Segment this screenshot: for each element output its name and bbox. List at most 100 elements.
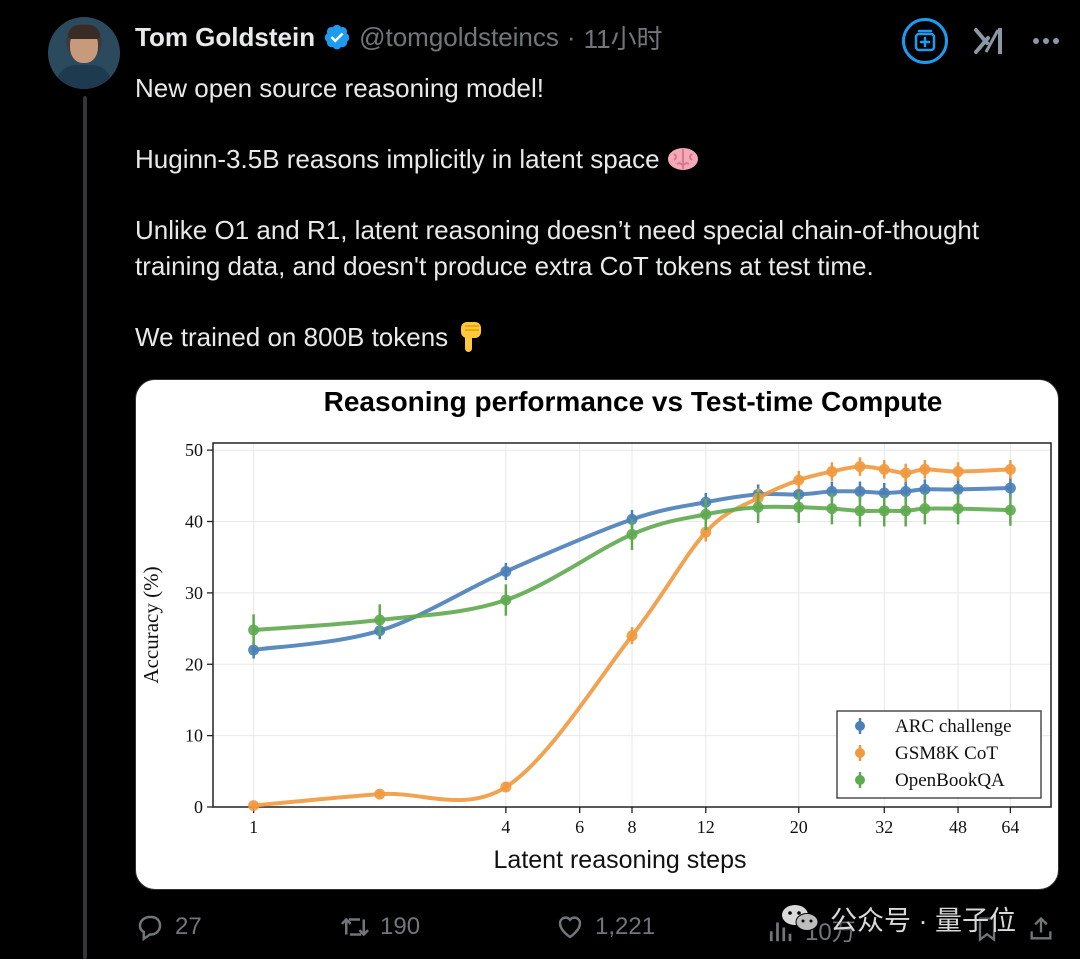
data-point [878, 463, 890, 475]
series-layer [248, 457, 1016, 812]
data-point [793, 474, 805, 486]
data-point [626, 528, 638, 540]
data-point [878, 505, 890, 517]
data-point [900, 467, 912, 479]
x-tick-label: 8 [628, 817, 637, 837]
avatar[interactable] [48, 17, 120, 89]
data-point [878, 487, 890, 499]
legend-marker [855, 721, 865, 731]
xai-icon[interactable] [974, 26, 1006, 56]
x-tick-label: 6 [575, 817, 584, 837]
series-openbookqa [248, 491, 1016, 646]
y-axis: 0 10 20 30 40 50 [185, 440, 213, 817]
y-axis-label: Accuracy (%) [139, 566, 163, 683]
author-handle[interactable]: @tomgoldsteincs [359, 21, 559, 52]
tweet-paragraph: Unlike O1 and R1, latent reasoning doesn… [135, 215, 980, 281]
legend-marker [855, 748, 865, 758]
timestamp[interactable]: 11小时 [583, 23, 663, 54]
data-point [1004, 482, 1016, 494]
share-icon[interactable] [1027, 914, 1055, 944]
series-line [253, 464, 1011, 808]
separator-dot: · [566, 21, 576, 52]
data-point [919, 503, 931, 515]
pointing-down-emoji-icon [461, 322, 482, 352]
data-point [919, 483, 931, 495]
thread-line [83, 96, 87, 959]
data-point [900, 505, 912, 517]
data-point [952, 466, 964, 478]
y-tick-label: 40 [185, 512, 203, 532]
grok-button[interactable] [902, 18, 948, 64]
data-point [374, 788, 386, 800]
brain-emoji-icon [667, 148, 698, 170]
header-actions [902, 18, 1060, 64]
x-axis-label: Latent reasoning steps [494, 846, 747, 874]
series-arc-challenge [248, 477, 1016, 659]
x-tick-label: 1 [249, 817, 258, 837]
data-point [700, 508, 712, 520]
accuracy-chart: Reasoning performance vs Test-time Compu… [139, 386, 1052, 874]
x-tick-label: 64 [1001, 817, 1019, 837]
data-point [854, 461, 866, 473]
watermark-text: 公众号 · 量子位 [830, 905, 1016, 936]
tweet-paragraph: Huginn-3.5B reasons implicitly in latent… [135, 141, 1055, 177]
repost-icon [340, 917, 370, 937]
wechat-logo-icon [782, 905, 819, 931]
tweet-paragraph: New open source reasoning model! [135, 73, 545, 103]
reply-count: 27 [175, 913, 202, 940]
x-tick-label: 48 [949, 817, 967, 837]
tweet-header: Tom Goldstein @tomgoldsteincs · 11小时 [135, 20, 663, 54]
data-point [1004, 463, 1016, 475]
chart-title: Reasoning performance vs Test-time Compu… [324, 386, 943, 417]
data-point [919, 463, 931, 475]
data-point [826, 466, 838, 478]
y-tick-label: 10 [185, 726, 203, 746]
repost-button[interactable]: 190 [340, 912, 420, 942]
views-chart-icon [769, 922, 792, 941]
legend-label: GSM8K CoT [895, 743, 998, 764]
y-tick-label: 30 [185, 583, 203, 603]
data-point [900, 486, 912, 498]
data-point [500, 594, 512, 606]
reply-button[interactable]: 27 [135, 912, 202, 942]
data-point [793, 501, 805, 513]
tweet-text: New open source reasoning model! Huginn-… [135, 70, 1055, 390]
action-bar: 27 190 1,221 10万 [135, 912, 1065, 952]
series-gsm8k-cot [248, 457, 1016, 812]
bookmark-icon[interactable] [973, 914, 1001, 944]
grok-add-icon [914, 29, 936, 52]
x-tick-label: 4 [501, 817, 510, 837]
like-count: 1,221 [595, 913, 656, 940]
data-point [248, 624, 260, 636]
x-tick-label: 32 [875, 817, 893, 837]
data-point [248, 800, 260, 812]
y-tick-label: 50 [185, 440, 203, 460]
legend-marker [855, 775, 865, 785]
repost-count: 190 [380, 913, 421, 940]
author-name[interactable]: Tom Goldstein [135, 21, 316, 52]
legend-label: ARC challenge [895, 716, 1012, 737]
reply-icon [138, 915, 162, 942]
like-button[interactable]: 1,221 [555, 912, 655, 942]
more-options-icon[interactable] [1032, 36, 1060, 46]
data-point [1004, 504, 1016, 516]
data-point [826, 486, 838, 498]
data-point [626, 630, 638, 642]
x-tick-label: 20 [790, 817, 808, 837]
tweet-paragraph: We trained on 800B tokens [135, 319, 1055, 355]
legend-label: OpenBookQA [895, 770, 1005, 791]
data-point [826, 503, 838, 515]
data-point [700, 526, 712, 538]
data-point [374, 614, 386, 626]
data-point [952, 483, 964, 495]
data-point [500, 565, 512, 577]
chart-card[interactable]: Reasoning performance vs Test-time Compu… [135, 379, 1059, 890]
y-tick-label: 20 [185, 654, 203, 674]
data-point [500, 781, 512, 793]
verified-badge-icon [324, 24, 350, 50]
data-point [854, 505, 866, 517]
data-point [752, 501, 764, 513]
heart-icon [558, 916, 582, 939]
watermark: 公众号 · 量子位 [780, 892, 1016, 944]
x-axis: 1 4 6 8 12 20 32 48 64 [249, 807, 1019, 837]
